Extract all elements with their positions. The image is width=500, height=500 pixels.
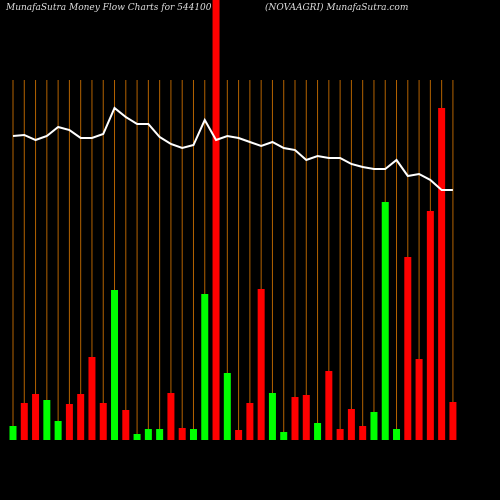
money-flow-line xyxy=(12,106,453,191)
bar xyxy=(291,397,299,440)
bar xyxy=(99,403,107,440)
bar xyxy=(20,403,28,440)
bar xyxy=(415,359,423,440)
bar xyxy=(54,421,62,440)
bar xyxy=(65,404,73,440)
bar xyxy=(201,294,209,440)
bar xyxy=(302,395,310,440)
bar xyxy=(246,403,254,440)
bar xyxy=(257,289,265,440)
bar xyxy=(9,426,17,440)
bar xyxy=(144,429,152,440)
bar xyxy=(280,432,288,440)
bar xyxy=(167,393,175,440)
bar xyxy=(111,290,119,440)
bar xyxy=(77,394,85,440)
bar xyxy=(133,434,141,440)
bar xyxy=(212,0,220,440)
bar xyxy=(381,202,389,440)
bar xyxy=(438,108,446,440)
bar xyxy=(268,393,276,440)
bar xyxy=(122,410,130,440)
bar xyxy=(347,409,355,440)
chart-title: MunafaSutra Money Flow Charts for 544100 xyxy=(5,3,212,13)
bar xyxy=(235,430,243,440)
chart-subtitle: (NOVAAGRI) MunafaSutra.com xyxy=(265,2,408,13)
bar xyxy=(359,426,367,440)
bar xyxy=(43,400,51,440)
bar xyxy=(189,429,197,440)
bar xyxy=(156,429,164,440)
bar xyxy=(393,429,401,440)
bar xyxy=(32,394,40,440)
bar xyxy=(370,412,378,440)
bar xyxy=(178,428,186,440)
bar xyxy=(314,423,322,440)
bar xyxy=(223,373,231,440)
bar xyxy=(336,429,344,440)
bar xyxy=(88,357,96,440)
bar xyxy=(404,257,412,440)
bar xyxy=(449,402,457,440)
bar xyxy=(426,211,434,440)
bar xyxy=(325,371,333,440)
